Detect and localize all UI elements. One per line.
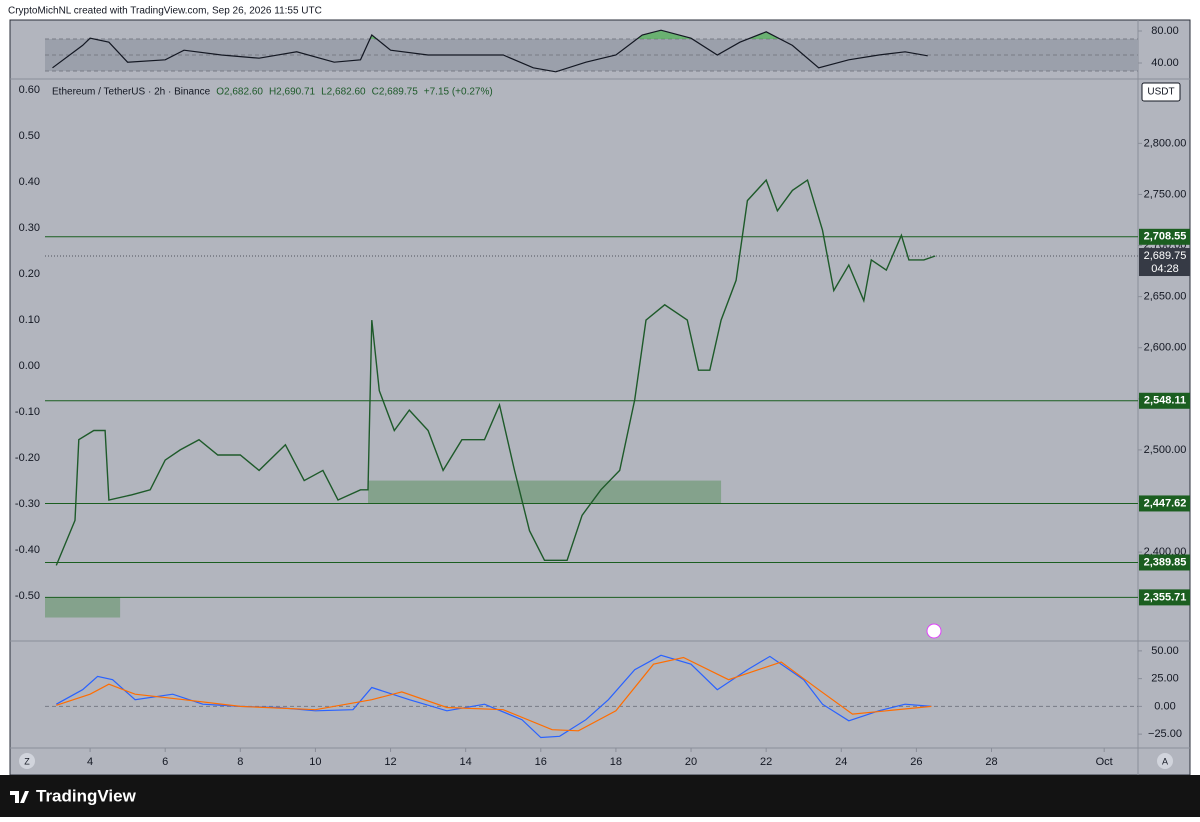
x-tick-label: 26: [910, 756, 922, 768]
x-tick-label: 8: [237, 756, 243, 768]
pane: [45, 178, 1138, 618]
y2-tick-label: 0.40: [19, 176, 40, 188]
macd-line: [56, 656, 932, 732]
y2-tick-label: 0.60: [19, 84, 40, 96]
y2-tick-label: -0.50: [15, 590, 40, 602]
level-label-box: [1139, 495, 1190, 512]
y2-tick-label: -0.40: [15, 544, 40, 556]
auto-scale-button[interactable]: [1157, 753, 1173, 769]
zone: [368, 480, 722, 504]
zoom-button-label[interactable]: Z: [24, 756, 30, 766]
level-label: 2,389.85: [1144, 556, 1187, 568]
ohlc-value: O2,682.60: [216, 87, 263, 98]
ohlc-value: H2,690.71: [269, 87, 316, 98]
logo-mark: [10, 791, 29, 803]
x-tick-label: 18: [610, 756, 622, 768]
level-label-box: [1139, 392, 1190, 409]
y2-tick-label: -0.20: [15, 452, 40, 464]
y2-tick-label: -0.10: [15, 406, 40, 418]
y-tick-label: 80.00: [1151, 25, 1179, 37]
pane: [45, 29, 1138, 73]
x-tick-label: Oct: [1096, 756, 1113, 768]
brand-logo: [10, 791, 29, 803]
y2-tick-label: 0.30: [19, 222, 40, 234]
credit: CryptoMichNL created with TradingView.co…: [8, 6, 322, 17]
rsi-line: [52, 29, 928, 73]
level-label: 2,708.55: [1144, 231, 1187, 243]
level-label: 2,355.71: [1144, 591, 1187, 603]
ohlc-value: C2,689.75: [372, 87, 419, 98]
y-tick-label: 2,600.00: [1144, 342, 1187, 354]
y-tick-label: 2,650.00: [1144, 291, 1187, 303]
y-tick-label: 2,800.00: [1144, 137, 1187, 149]
y-tick-label: 2,500.00: [1144, 444, 1187, 456]
level-label: 2,447.62: [1144, 497, 1187, 509]
x-tick-label: 16: [535, 756, 547, 768]
y2-tick-label: 0.10: [19, 314, 40, 326]
auto-scale-label[interactable]: A: [1162, 756, 1168, 766]
x-tick-label: 22: [760, 756, 772, 768]
y2-tick-label: 0.00: [19, 360, 40, 372]
x-tick-label: 12: [384, 756, 396, 768]
x-tick-label: 28: [985, 756, 997, 768]
y-tick-label: 40.00: [1151, 57, 1179, 69]
ohlc-value: +7.15 (+0.27%): [424, 87, 493, 98]
price-line: [55, 178, 936, 566]
y-tick-label: 0.00: [1154, 700, 1175, 712]
y-tick-label: 50.00: [1151, 645, 1179, 657]
level-label-box: [1139, 228, 1190, 245]
x-tick-label: 6: [162, 756, 168, 768]
zoom-button[interactable]: [19, 753, 35, 769]
y-tick-label: 25.00: [1151, 673, 1179, 685]
pane-body: [45, 178, 1138, 618]
currency-button-label[interactable]: USDT: [1147, 87, 1174, 98]
pane-body: [45, 654, 1138, 739]
ohlc-value: L2,682.60: [321, 87, 366, 98]
y2-tick-label: -0.30: [15, 498, 40, 510]
footer-bar: [0, 775, 1200, 817]
x-tick-label: 4: [87, 756, 93, 768]
x-tick-label: 10: [309, 756, 321, 768]
y2-tick-label: 0.20: [19, 268, 40, 280]
y-tick-label: 2,750.00: [1144, 188, 1187, 200]
x-tick-label: 14: [460, 756, 472, 768]
level-label: 2,548.11: [1144, 395, 1186, 407]
y2-tick-label: 0.50: [19, 130, 40, 142]
symbol-title: Ethereum / TetherUS · 2h · Binance: [52, 87, 211, 98]
currency-button[interactable]: [1141, 82, 1181, 102]
last-price-box: [1139, 248, 1190, 277]
level-label-box: [1139, 554, 1190, 571]
x-tick-label: 24: [835, 756, 847, 768]
last-price-label: 2,689.75: [1144, 250, 1187, 262]
zone: [45, 597, 121, 618]
brand: TradingView: [36, 786, 137, 805]
y-tick-label: −25.00: [1148, 728, 1182, 740]
countdown: 04:28: [1151, 263, 1179, 275]
pane-body: [45, 29, 1138, 73]
pane: [45, 654, 1138, 739]
alert-icon[interactable]: [926, 623, 942, 639]
chart-frame: [9, 19, 1191, 776]
macd-line: [56, 654, 932, 739]
level-label-box: [1139, 589, 1190, 606]
x-tick-label: 20: [685, 756, 697, 768]
